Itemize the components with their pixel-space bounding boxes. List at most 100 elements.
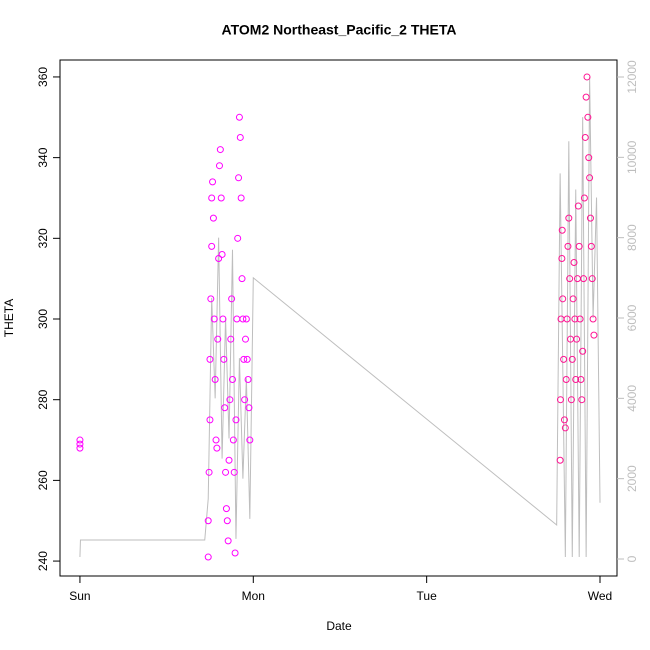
data-point: [237, 194, 245, 202]
data-point: [238, 275, 246, 283]
x-tick-label: Sun: [69, 589, 90, 603]
y-tick-label: 260: [36, 470, 50, 490]
data-point: [240, 355, 248, 363]
data-point: [243, 355, 251, 363]
data-point: [204, 553, 212, 561]
data-point: [236, 133, 244, 141]
data-point: [213, 444, 221, 452]
data-point: [219, 315, 227, 323]
y-tick-label: 360: [36, 67, 50, 87]
data-point: [208, 194, 216, 202]
y-tick-label: 280: [36, 389, 50, 409]
data-point: [244, 376, 252, 384]
data-point: [556, 396, 564, 404]
y2-tick-label: 0: [625, 555, 639, 562]
data-point: [228, 295, 236, 303]
data-point: [211, 376, 219, 384]
data-point: [205, 468, 213, 476]
data-point: [586, 174, 594, 182]
data-point: [590, 331, 598, 339]
data-point: [210, 315, 218, 323]
data-point: [207, 295, 215, 303]
data-point: [241, 396, 249, 404]
data-point: [242, 315, 250, 323]
data-point: [76, 436, 84, 444]
data-point: [575, 242, 583, 250]
data-point: [560, 355, 568, 363]
data-point: [558, 254, 566, 262]
data-point: [232, 416, 240, 424]
data-point: [209, 178, 217, 186]
data-point: [562, 376, 570, 384]
altitude-line: [79, 76, 601, 558]
data-point: [222, 468, 230, 476]
data-point: [576, 315, 584, 323]
data-point: [212, 436, 220, 444]
data-point: [76, 440, 84, 448]
data-point: [579, 347, 587, 355]
data-point: [568, 355, 576, 363]
data-point: [221, 404, 229, 412]
data-point: [208, 242, 216, 250]
data-point: [231, 549, 239, 557]
data-point: [567, 396, 575, 404]
y2-tick-label: 4000: [625, 385, 639, 412]
data-point: [241, 335, 249, 343]
data-point: [216, 146, 224, 154]
data-point: [587, 242, 595, 250]
data-point: [574, 202, 582, 210]
data-point: [581, 133, 589, 141]
data-point: [204, 517, 212, 525]
data-point: [215, 254, 223, 262]
data-point: [564, 242, 572, 250]
data-point: [558, 226, 566, 234]
data-point: [577, 376, 585, 384]
data-point: [572, 376, 580, 384]
data-point: [588, 275, 596, 283]
data-point: [228, 376, 236, 384]
data-point: [222, 505, 230, 513]
plot-area: [76, 73, 601, 561]
y-tick-label: 240: [36, 551, 50, 571]
data-point: [223, 517, 231, 525]
y-tick-label: 300: [36, 309, 50, 329]
data-point: [227, 335, 235, 343]
data-point: [586, 214, 594, 222]
y-tick-label: 320: [36, 228, 50, 248]
data-point: [559, 295, 567, 303]
data-point: [246, 436, 254, 444]
data-point: [583, 73, 591, 81]
data-point: [209, 214, 217, 222]
data-point: [206, 355, 214, 363]
data-point: [76, 444, 84, 452]
data-point: [569, 295, 577, 303]
y2-tick-label: 6000: [625, 304, 639, 331]
data-point: [571, 315, 579, 323]
data-point: [582, 93, 590, 101]
data-point: [217, 194, 225, 202]
y2-tick-label: 8000: [625, 224, 639, 251]
data-point: [563, 315, 571, 323]
data-point: [220, 355, 228, 363]
data-point: [580, 194, 588, 202]
data-point: [561, 424, 569, 432]
x-axis-label: Date: [326, 619, 352, 633]
data-point: [234, 234, 242, 242]
data-point: [218, 250, 226, 258]
y-tick-label: 340: [36, 147, 50, 167]
data-point: [566, 275, 574, 283]
data-point: [570, 259, 578, 267]
data-point: [226, 396, 234, 404]
data-point: [573, 335, 581, 343]
y2-tick-label: 10000: [625, 140, 639, 174]
data-point: [580, 275, 588, 283]
y2-tick-label: 12000: [625, 60, 639, 94]
data-point: [584, 113, 592, 121]
data-point: [225, 456, 233, 464]
data-point: [206, 416, 214, 424]
data-point: [235, 174, 243, 182]
data-point: [560, 416, 568, 424]
x-tick-label: Tue: [417, 589, 438, 603]
